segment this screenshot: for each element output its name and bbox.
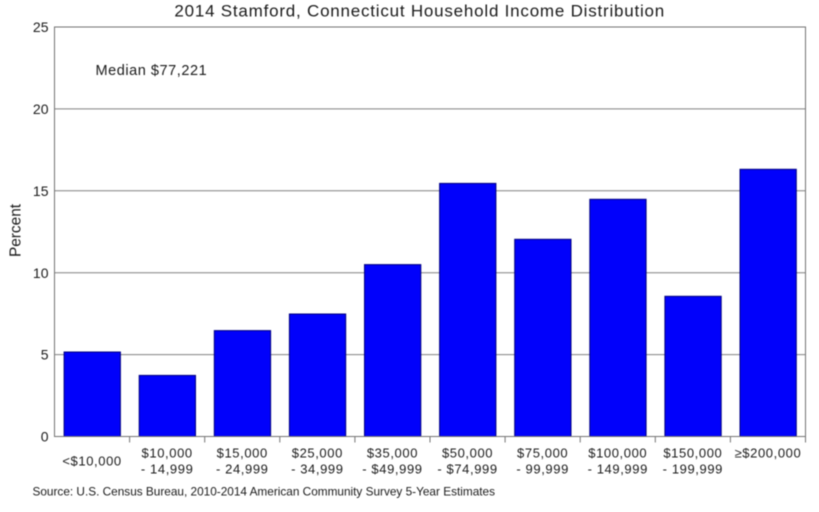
- svg-text:- 14,999: - 14,999: [141, 462, 194, 477]
- svg-text:$150,000: $150,000: [663, 446, 722, 461]
- svg-text:$10,000: $10,000: [142, 446, 193, 461]
- svg-text:$35,000: $35,000: [367, 446, 418, 461]
- svg-text:$75,000: $75,000: [517, 446, 568, 461]
- svg-text:15: 15: [33, 183, 49, 199]
- svg-text:Source: U.S. Census Bureau, 20: Source: U.S. Census Bureau, 2010-2014 Am…: [33, 485, 496, 499]
- svg-text:$100,000: $100,000: [588, 446, 647, 461]
- svg-text:10: 10: [33, 265, 49, 281]
- svg-text:$25,000: $25,000: [292, 446, 343, 461]
- svg-text:Percent: Percent: [8, 203, 25, 257]
- svg-text:- 34,999: - 34,999: [291, 462, 344, 477]
- svg-text:- $49,999: - $49,999: [362, 462, 422, 477]
- svg-text:Median $77,221: Median $77,221: [96, 63, 208, 79]
- svg-text:- 149,999: - 149,999: [588, 462, 648, 477]
- svg-text:<$10,000: <$10,000: [62, 453, 121, 468]
- svg-text:20: 20: [33, 101, 49, 117]
- svg-text:5: 5: [41, 347, 49, 363]
- svg-text:- 24,999: - 24,999: [216, 462, 269, 477]
- svg-text:- $74,999: - $74,999: [437, 462, 497, 477]
- svg-text:- 199,999: - 199,999: [663, 462, 723, 477]
- svg-text:- 99,999: - 99,999: [516, 462, 569, 477]
- svg-text:$50,000: $50,000: [442, 446, 493, 461]
- svg-text:$15,000: $15,000: [217, 446, 268, 461]
- svg-text:2014 Stamford, Connecticut Hou: 2014 Stamford, Connecticut Household Inc…: [174, 2, 665, 21]
- svg-text:≥$200,000: ≥$200,000: [735, 446, 802, 461]
- svg-text:0: 0: [41, 429, 49, 445]
- svg-text:25: 25: [33, 19, 49, 35]
